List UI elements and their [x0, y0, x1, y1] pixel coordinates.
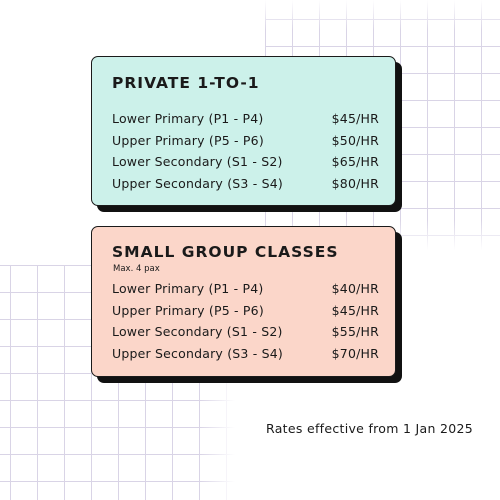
rate-price: $55/HR — [331, 324, 379, 340]
rate-price: $45/HR — [331, 111, 379, 127]
rate-row: Upper Secondary (S3 - S4) $70/HR — [112, 343, 379, 365]
rate-price: $40/HR — [331, 281, 379, 297]
rate-row: Lower Secondary (S1 - S2) $65/HR — [112, 151, 379, 173]
private-card-title: PRIVATE 1-TO-1 — [112, 74, 260, 92]
rate-level: Upper Primary (P5 - P6) — [112, 302, 264, 318]
rate-level: Lower Primary (P1 - P4) — [112, 111, 264, 127]
rate-row: Lower Secondary (S1 - S2) $55/HR — [112, 321, 379, 343]
rate-level: Lower Secondary (S1 - S2) — [112, 324, 283, 340]
rate-level: Upper Secondary (S3 - S4) — [112, 175, 283, 191]
rate-row: Upper Secondary (S3 - S4) $80/HR — [112, 173, 379, 195]
rate-row: Upper Primary (P5 - P6) $50/HR — [112, 130, 379, 152]
private-rates-card: PRIVATE 1-TO-1 Lower Primary (P1 - P4) $… — [91, 56, 396, 206]
rate-level: Lower Primary (P1 - P4) — [112, 281, 264, 297]
group-size-note: Max. 4 pax — [113, 264, 160, 274]
group-rates-card: SMALL GROUP CLASSES Max. 4 pax Lower Pri… — [91, 226, 396, 377]
private-rates-list: Lower Primary (P1 - P4) $45/HR Upper Pri… — [112, 108, 379, 194]
rate-price: $50/HR — [331, 132, 379, 148]
rate-price: $80/HR — [331, 175, 379, 191]
rate-level: Upper Primary (P5 - P6) — [112, 132, 264, 148]
effective-date-note: Rates effective from 1 Jan 2025 — [266, 421, 473, 436]
rate-price: $65/HR — [331, 154, 379, 170]
rate-level: Lower Secondary (S1 - S2) — [112, 154, 283, 170]
rate-row: Lower Primary (P1 - P4) $45/HR — [112, 108, 379, 130]
rate-price: $45/HR — [331, 302, 379, 318]
rate-row: Upper Primary (P5 - P6) $45/HR — [112, 300, 379, 322]
rate-row: Lower Primary (P1 - P4) $40/HR — [112, 278, 379, 300]
group-card-title: SMALL GROUP CLASSES — [112, 243, 339, 261]
rate-level: Upper Secondary (S3 - S4) — [112, 345, 283, 361]
group-rates-list: Lower Primary (P1 - P4) $40/HR Upper Pri… — [112, 278, 379, 364]
rate-price: $70/HR — [331, 345, 379, 361]
